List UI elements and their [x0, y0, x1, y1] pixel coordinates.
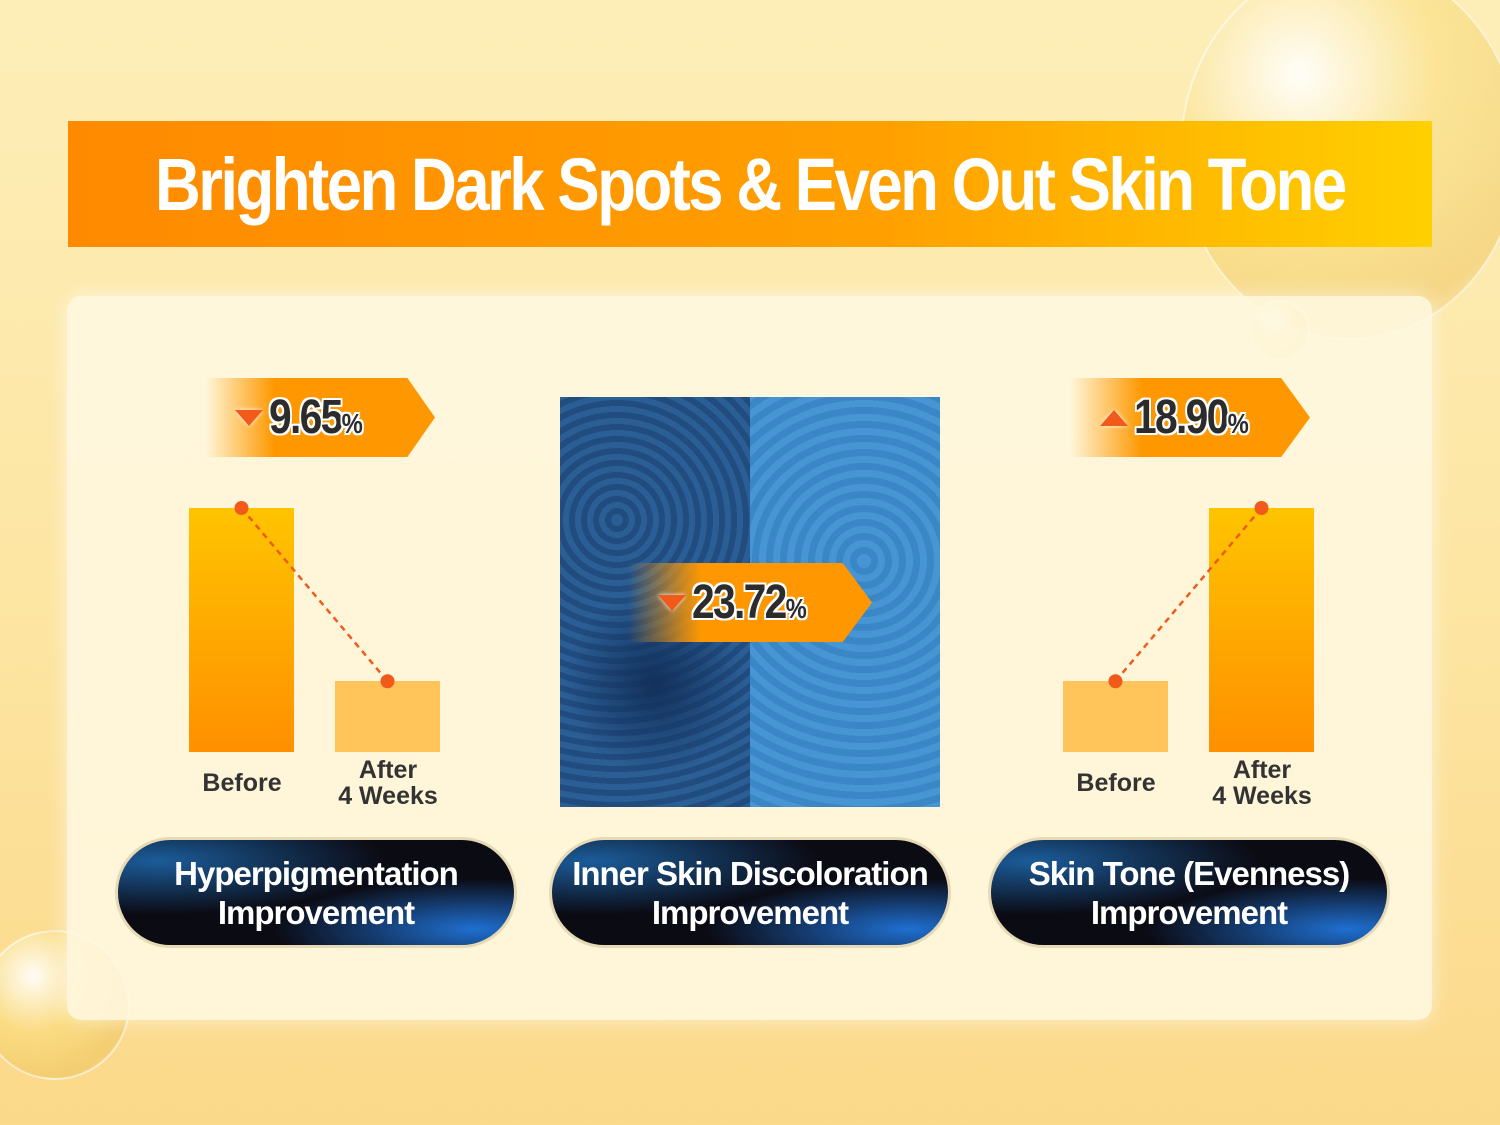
category-label-line: Before [202, 769, 282, 797]
change-unit: % [1227, 408, 1249, 439]
bar-before [1063, 681, 1168, 752]
label-line: Skin Tone (Evenness) [1028, 854, 1350, 892]
category-label-line: After [358, 756, 418, 784]
change-value: 9.65 [269, 391, 343, 444]
change-badge-discoloration: 23.72% [628, 563, 872, 642]
change-unit: % [341, 408, 363, 439]
category-label: Before [1046, 770, 1186, 796]
label-line: Improvement [217, 893, 415, 931]
trend-line [1114, 507, 1263, 683]
label-hyperpigmentation: Hyperpigmentation Improvement [115, 837, 517, 948]
category-label: After 4 Weeks [1192, 757, 1332, 809]
page-title: Brighten Dark Spots & Even Out Skin Tone [155, 142, 1347, 226]
change-value: 23.72 [692, 576, 787, 629]
bar-after [1209, 508, 1314, 752]
data-point [234, 501, 249, 515]
data-point [380, 674, 395, 689]
data-point [1108, 674, 1123, 689]
change-value: 18.90 [1134, 391, 1229, 444]
category-label: After 4 Weeks [318, 757, 458, 809]
label-line: Improvement [1090, 893, 1288, 931]
label-line: Inner Skin Discoloration [572, 854, 929, 892]
category-label-line: 4 Weeks [1212, 782, 1312, 810]
change-badge-hyperpigmentation: 9.65% [205, 378, 435, 457]
change-badge-skin-tone: 18.90% [1070, 378, 1310, 457]
bar-before [189, 508, 294, 752]
down-arrow-icon [235, 409, 263, 426]
label-line: Improvement [651, 893, 849, 931]
change-unit: % [785, 593, 807, 624]
category-label: Before [172, 770, 312, 796]
data-point [1254, 501, 1269, 515]
label-skin-tone: Skin Tone (Evenness) Improvement [988, 837, 1390, 948]
category-label-line: After [1232, 756, 1292, 784]
trend-line [240, 507, 389, 683]
category-label-line: 4 Weeks [338, 782, 438, 810]
label-line: Hyperpigmentation [174, 854, 459, 892]
title-banner: Brighten Dark Spots & Even Out Skin Tone [68, 121, 1432, 247]
label-discoloration: Inner Skin Discoloration Improvement [549, 837, 951, 948]
down-arrow-icon [658, 594, 686, 611]
up-arrow-icon [1100, 409, 1128, 426]
category-label-line: Before [1076, 769, 1156, 797]
bar-after [335, 681, 440, 752]
